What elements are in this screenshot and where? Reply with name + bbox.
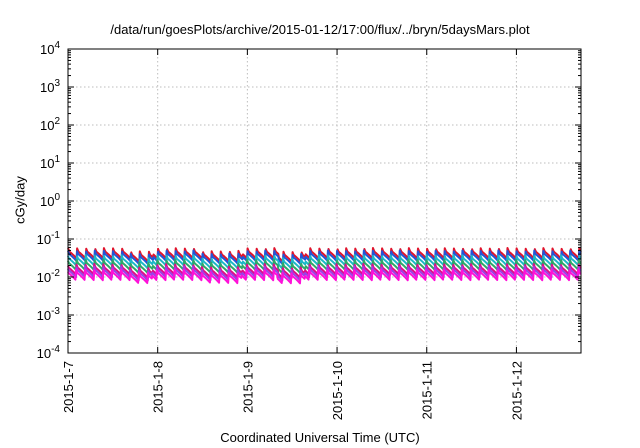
y-tick-label: 104 bbox=[40, 40, 60, 57]
y-tick-label: 102 bbox=[40, 116, 60, 133]
grid-lines bbox=[68, 49, 581, 353]
x-axis-label: Coordinated Universal Time (UTC) bbox=[220, 430, 420, 445]
series-line bbox=[67, 268, 582, 285]
x-tick-label: 2015-1-8 bbox=[151, 361, 166, 413]
series-line bbox=[67, 247, 582, 264]
x-tick-label: 2015-1-12 bbox=[509, 361, 524, 420]
y-tick-label: 10-4 bbox=[37, 344, 61, 361]
series-line bbox=[67, 249, 582, 266]
x-tick-label: 2015-1-11 bbox=[420, 361, 435, 419]
series-layer bbox=[67, 247, 582, 285]
y-tick-label: 100 bbox=[40, 192, 60, 209]
x-axis: 2015-1-7 2015-1-8 2015-1-9 2015-1-10 2015-1-… bbox=[61, 49, 524, 420]
x-tick-label: 2015-1-9 bbox=[240, 361, 255, 413]
y-tick-label: 103 bbox=[40, 78, 60, 95]
y-tick-label: 101 bbox=[40, 154, 60, 171]
y-tick-label: 10-3 bbox=[37, 306, 61, 323]
series-line bbox=[67, 265, 582, 282]
series-line bbox=[67, 263, 582, 280]
y-axis: 10-4 10-3 10-2 10-1 100 101 102 103 104 bbox=[37, 40, 581, 361]
x-tick-label: 2015-1-7 bbox=[61, 361, 76, 413]
y-tick-label: 10-1 bbox=[37, 230, 61, 247]
series-line bbox=[67, 254, 582, 271]
series-line bbox=[67, 258, 582, 275]
y-axis-label: cGy/day bbox=[12, 176, 28, 224]
chart-title: /data/run/goesPlots/archive/2015-01-12/1… bbox=[110, 22, 530, 37]
x-tick-label: 2015-1-10 bbox=[330, 361, 345, 420]
y-tick-label: 10-2 bbox=[37, 268, 61, 285]
